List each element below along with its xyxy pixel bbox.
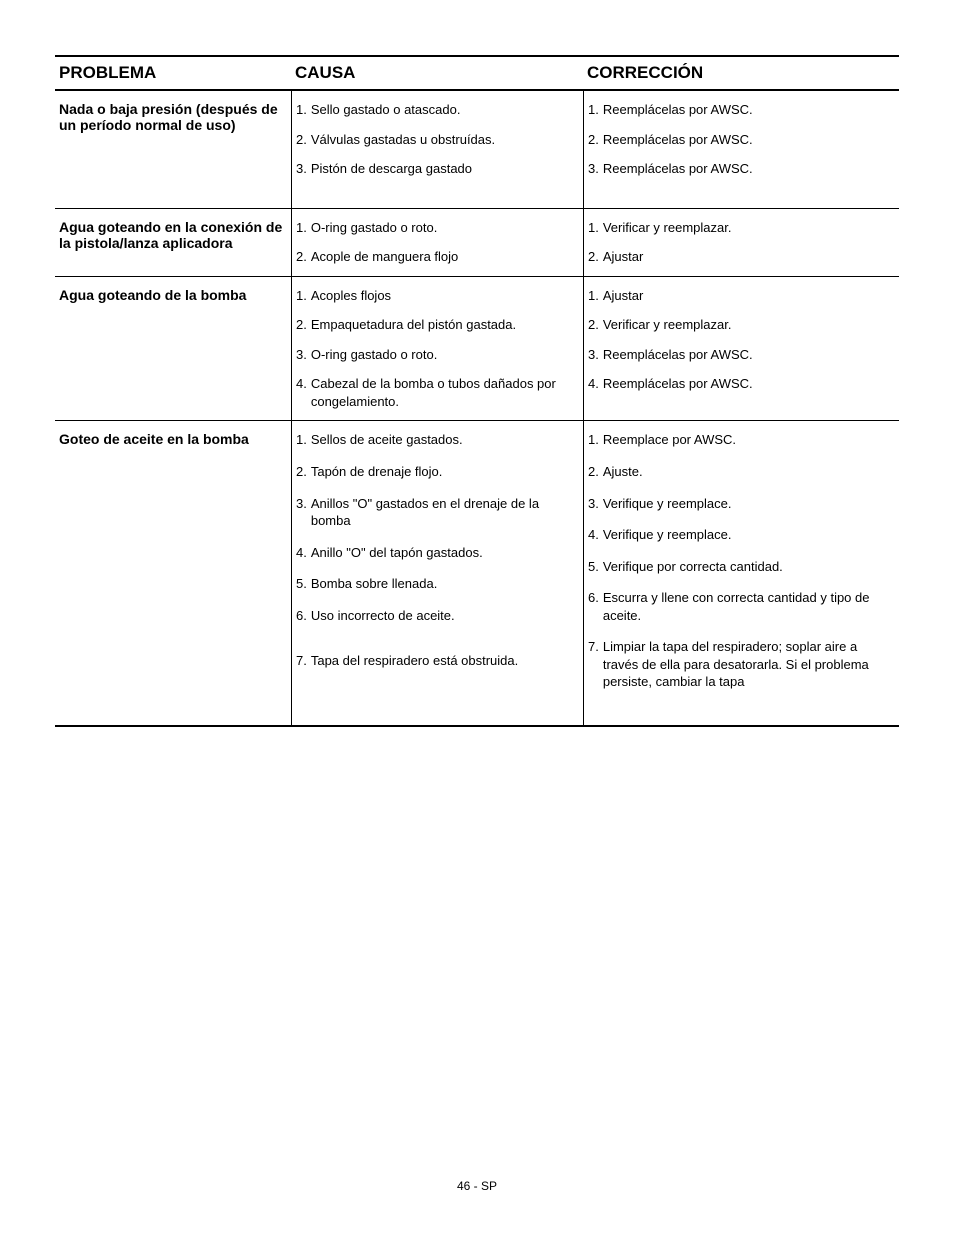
table-row: Goteo de aceite en la bomba 1.Sellos de … bbox=[55, 421, 899, 726]
table-row: Agua goteando en la conexión de la pisto… bbox=[55, 209, 899, 277]
cell-problema: Goteo de aceite en la bomba bbox=[55, 421, 291, 724]
header-causa: CAUSA bbox=[291, 57, 583, 89]
table-header: PROBLEMA CAUSA CORRECCIÓN bbox=[55, 55, 899, 91]
cell-causa: 1.Sellos de aceite gastados. 2.Tapón de … bbox=[291, 421, 583, 724]
header-correccion: CORRECCIÓN bbox=[583, 57, 899, 89]
troubleshooting-table: PROBLEMA CAUSA CORRECCIÓN Nada o baja pr… bbox=[55, 55, 899, 727]
cell-problema: Nada o baja presión (después de un perío… bbox=[55, 91, 291, 208]
cell-problema: Agua goteando de la bomba bbox=[55, 277, 291, 421]
cell-causa: 1.Acoples flojos 2.Empaquetadura del pis… bbox=[291, 277, 583, 421]
table-row: Nada o baja presión (después de un perío… bbox=[55, 91, 899, 209]
cell-causa: 1.Sello gastado o atascado. 2.Válvulas g… bbox=[291, 91, 583, 208]
cell-correccion: 1.Ajustar 2.Verificar y reemplazar. 3.Re… bbox=[583, 277, 899, 421]
page-number: 46 - SP bbox=[0, 1179, 954, 1193]
cell-correccion: 1.Reemplácelas por AWSC. 2.Reemplácelas … bbox=[583, 91, 899, 208]
cell-problema: Agua goteando en la conexión de la pisto… bbox=[55, 209, 291, 276]
cell-causa: 1.O-ring gastado o roto. 2.Acople de man… bbox=[291, 209, 583, 276]
header-problema: PROBLEMA bbox=[55, 57, 291, 89]
cell-correccion: 1.Reemplace por AWSC. 2.Ajuste. 3.Verifi… bbox=[583, 421, 899, 724]
table-row: Agua goteando de la bomba 1.Acoples floj… bbox=[55, 277, 899, 422]
cell-correccion: 1.Verificar y reemplazar. 2.Ajustar bbox=[583, 209, 899, 276]
